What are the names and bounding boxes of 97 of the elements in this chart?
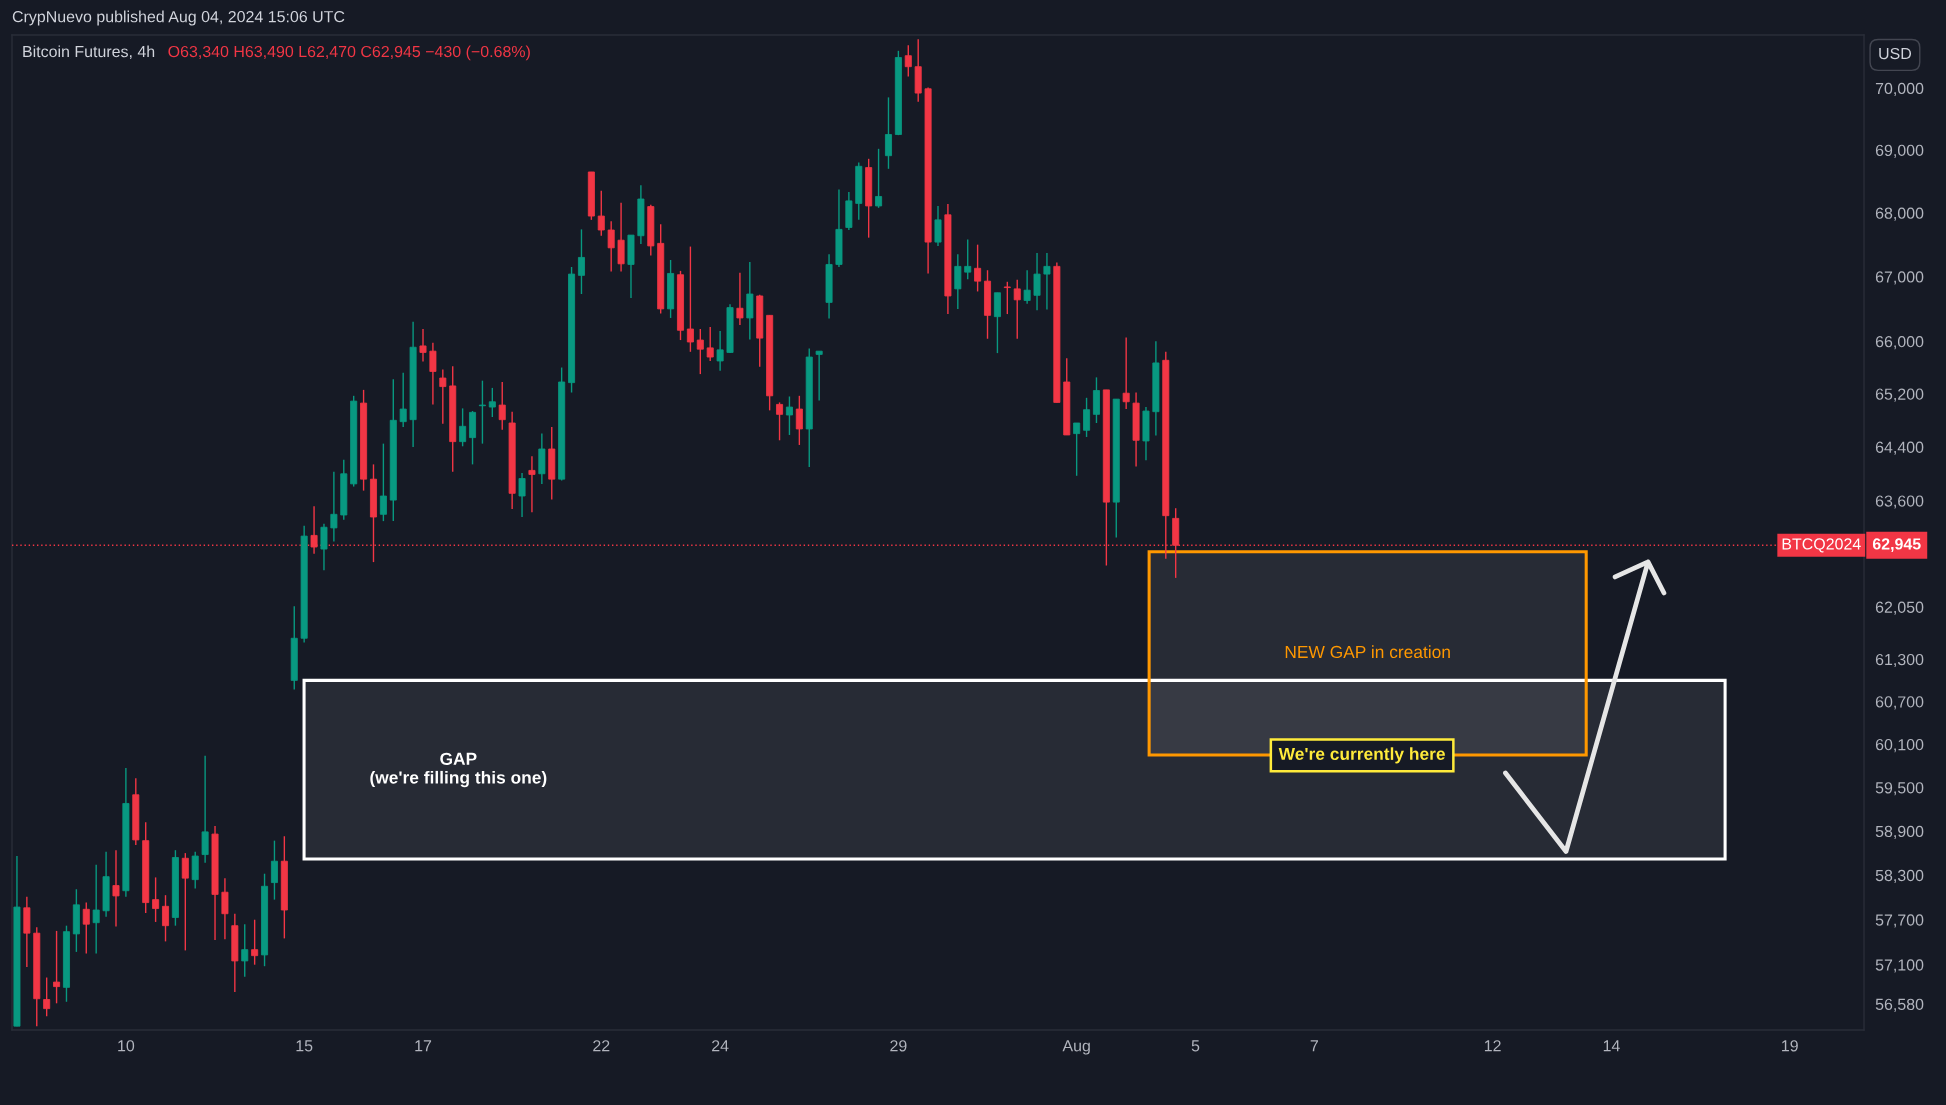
candlestick: [1083, 397, 1091, 438]
candlestick: [498, 381, 506, 431]
candlestick: [1023, 269, 1031, 305]
candlestick: [1033, 252, 1041, 311]
candlestick: [53, 930, 61, 1004]
candlestick: [181, 852, 189, 952]
y-tick-label: 57,700: [1875, 914, 1924, 928]
candlestick: [964, 238, 972, 280]
x-tick-label: 17: [415, 1040, 432, 1052]
y-tick-label: 67,000: [1875, 271, 1924, 285]
candlestick: [1122, 336, 1130, 410]
candlestick: [1003, 281, 1011, 315]
y-tick-label: 56,580: [1875, 998, 1924, 1012]
ref-line-label: BTCQ2024: [1782, 538, 1861, 553]
y-tick-label: 65,200: [1875, 388, 1924, 402]
x-tick-label: 10: [118, 1040, 135, 1052]
candlestick: [746, 261, 754, 341]
candlestick: [459, 407, 467, 447]
x-tick-label: 5: [1191, 1040, 1200, 1052]
candlestick: [419, 328, 427, 363]
x-tick-label: 7: [1310, 1040, 1318, 1052]
candlestick: [112, 849, 120, 928]
candlestick: [934, 205, 942, 247]
band-label: NEW GAP in creation: [1285, 645, 1450, 659]
candlestick: [954, 253, 962, 310]
candlestick: [785, 395, 793, 436]
candlestick: [251, 919, 259, 966]
candlestick: [399, 372, 407, 428]
y-axis-title: USD: [1879, 47, 1912, 60]
candlestick: [488, 387, 496, 418]
candlestick: [1043, 252, 1051, 311]
candlestick: [439, 368, 447, 425]
candlestick: [43, 976, 51, 1017]
y-tick-label: 63,600: [1875, 495, 1924, 509]
candlestick: [1073, 422, 1081, 477]
candlestick: [528, 455, 536, 513]
y-tick-label: 60,100: [1875, 738, 1924, 753]
x-tick-label: 15: [296, 1040, 313, 1052]
candlestick: [577, 228, 585, 295]
candlestick: [716, 330, 724, 372]
y-tick-label: 62,050: [1875, 601, 1924, 615]
candlestick: [904, 44, 912, 78]
y-tick-label: 58,900: [1875, 825, 1924, 839]
candlestick: [201, 755, 209, 864]
candlestick: [330, 471, 338, 543]
candlestick: [617, 202, 625, 273]
x-tick-label: 29: [890, 1040, 907, 1052]
x-tick-label: Aug: [1062, 1040, 1090, 1055]
candlestick: [518, 472, 526, 518]
candlestick: [736, 272, 744, 326]
y-tick-label: 64,400: [1875, 441, 1924, 455]
candlestick: [776, 401, 784, 441]
candlestick: [815, 350, 823, 402]
candlestick: [795, 395, 803, 446]
candlestick: [379, 442, 387, 522]
candlestick: [478, 379, 486, 445]
y-tick-label: 61,300: [1875, 653, 1924, 668]
candlestick: [597, 190, 605, 237]
candlestick: [320, 523, 328, 572]
candlestick: [884, 96, 892, 170]
candlestick: [875, 148, 883, 209]
candlestick: [1013, 279, 1021, 340]
y-tick-label: 69,000: [1875, 144, 1924, 158]
candlestick: [221, 877, 229, 940]
y-tick-label: 66,000: [1875, 336, 1924, 350]
y-tick-label: 70,000: [1875, 82, 1924, 96]
x-tick-label: 14: [1603, 1040, 1620, 1052]
text: O63,340 H63,490 L62,470 C62,945 −430 (−0.68%): [168, 45, 530, 61]
x-tick-label: 19: [1782, 1040, 1798, 1052]
candlestick: [993, 292, 1001, 354]
candlestick: [270, 839, 278, 901]
y-tick-label: 59,500: [1875, 782, 1924, 796]
candlestick: [607, 220, 615, 273]
band-label: GAP (we're filling this one): [370, 752, 547, 788]
x-tick-label: 12: [1484, 1040, 1501, 1052]
candlestick: [191, 850, 199, 890]
annotation: We're currently here: [1278, 747, 1445, 764]
text: Bitcoin Futures, 4h: [23, 45, 155, 60]
y-tick-label: 58,300: [1875, 869, 1924, 884]
x-tick-label: 22: [593, 1040, 610, 1052]
text: CrypNuevo published Aug 04, 2024 15:06 UTC: [12, 10, 345, 26]
candlestick: [1092, 376, 1100, 424]
y-tick-label: 60,700: [1875, 696, 1924, 710]
candlestick: [92, 864, 100, 955]
candlestick: [974, 243, 982, 293]
candlestick: [152, 876, 160, 923]
candlestick: [82, 901, 90, 955]
candlestick: [686, 245, 694, 353]
x-tick-label: 24: [712, 1040, 729, 1052]
y-tick-label: 57,100: [1875, 959, 1924, 973]
candlestick: [429, 341, 437, 406]
candlestick: [696, 328, 704, 375]
candlestick: [162, 894, 169, 943]
candlestick: [706, 326, 714, 362]
text: 62,945: [1872, 538, 1921, 552]
y-tick-label: 68,000: [1875, 207, 1924, 221]
candlestick: [241, 923, 249, 978]
